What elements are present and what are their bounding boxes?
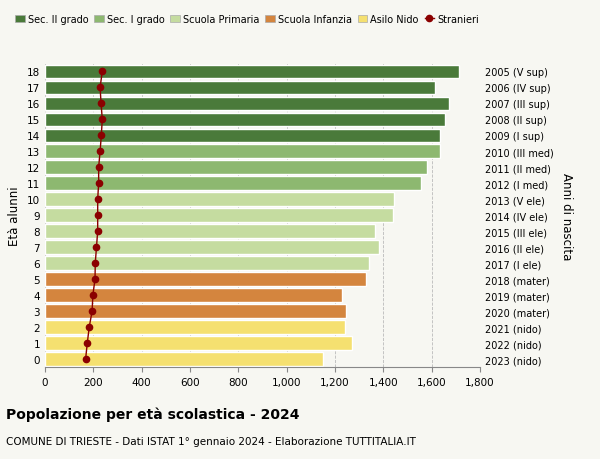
Text: Popolazione per età scolastica - 2024: Popolazione per età scolastica - 2024 [6, 406, 299, 421]
Bar [45, 241, 379, 254]
Bar [45, 353, 323, 366]
Bar [45, 273, 367, 286]
Bar [45, 129, 440, 143]
Bar [45, 66, 460, 79]
Bar [45, 81, 435, 95]
Bar [45, 320, 344, 334]
Bar [45, 161, 427, 175]
Bar [45, 305, 346, 318]
Bar [45, 113, 445, 127]
Bar [45, 177, 421, 190]
Y-axis label: Età alunni: Età alunni [8, 186, 22, 246]
Bar [45, 209, 393, 223]
Bar [45, 193, 394, 207]
Bar [45, 97, 449, 111]
Bar [45, 145, 440, 159]
Bar [45, 257, 369, 270]
Text: COMUNE DI TRIESTE - Dati ISTAT 1° gennaio 2024 - Elaborazione TUTTITALIA.IT: COMUNE DI TRIESTE - Dati ISTAT 1° gennai… [6, 436, 416, 446]
Bar [45, 336, 352, 350]
Bar [45, 225, 375, 239]
Bar [45, 289, 342, 302]
Legend: Sec. II grado, Sec. I grado, Scuola Primaria, Scuola Infanzia, Asilo Nido, Stran: Sec. II grado, Sec. I grado, Scuola Prim… [15, 15, 479, 25]
Y-axis label: Anni di nascita: Anni di nascita [560, 172, 573, 259]
